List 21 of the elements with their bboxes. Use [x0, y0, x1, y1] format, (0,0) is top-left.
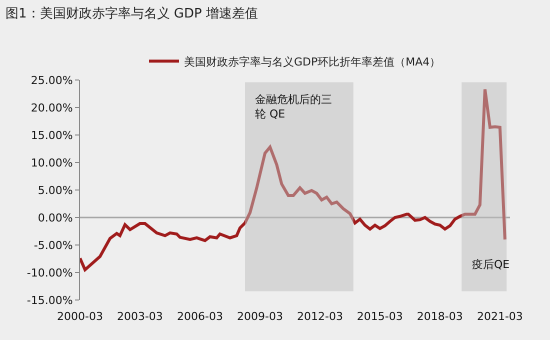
x-tick-label: 2015-03 [356, 310, 403, 323]
x-tick-label: 2003-03 [116, 310, 163, 323]
y-tick-label: -10.00% [26, 266, 73, 280]
x-tick-label: 2006-03 [176, 310, 223, 323]
band-label: 疫后QE [472, 258, 510, 271]
y-tick-label: 20.00% [30, 101, 73, 114]
legend-label: 美国财政赤字率与名义GDP环比折年率差值（MA4） [184, 55, 441, 68]
y-tick-label: 25.00% [30, 74, 73, 87]
y-tick-label: -5.00% [34, 238, 73, 252]
chart-title: 图1：美国财政赤字率与名义 GDP 增速差值 [6, 6, 258, 22]
y-tick-label: 5.00% [38, 184, 73, 197]
y-tick-label: 10.00% [30, 156, 73, 170]
band-label: 金融危机后的三轮 QE [255, 93, 332, 120]
y-tick-label: -15.00% [26, 294, 73, 307]
y-tick-label: 0.00% [38, 211, 73, 224]
x-tick-label: 2021-03 [476, 310, 523, 323]
x-tick-label: 2009-03 [236, 310, 283, 323]
x-tick-label: 2000-03 [57, 310, 103, 323]
y-tick-label: 15.00% [30, 128, 73, 142]
x-tick-label: 2018-03 [416, 310, 463, 323]
x-tick-label: 2012-03 [296, 310, 343, 323]
